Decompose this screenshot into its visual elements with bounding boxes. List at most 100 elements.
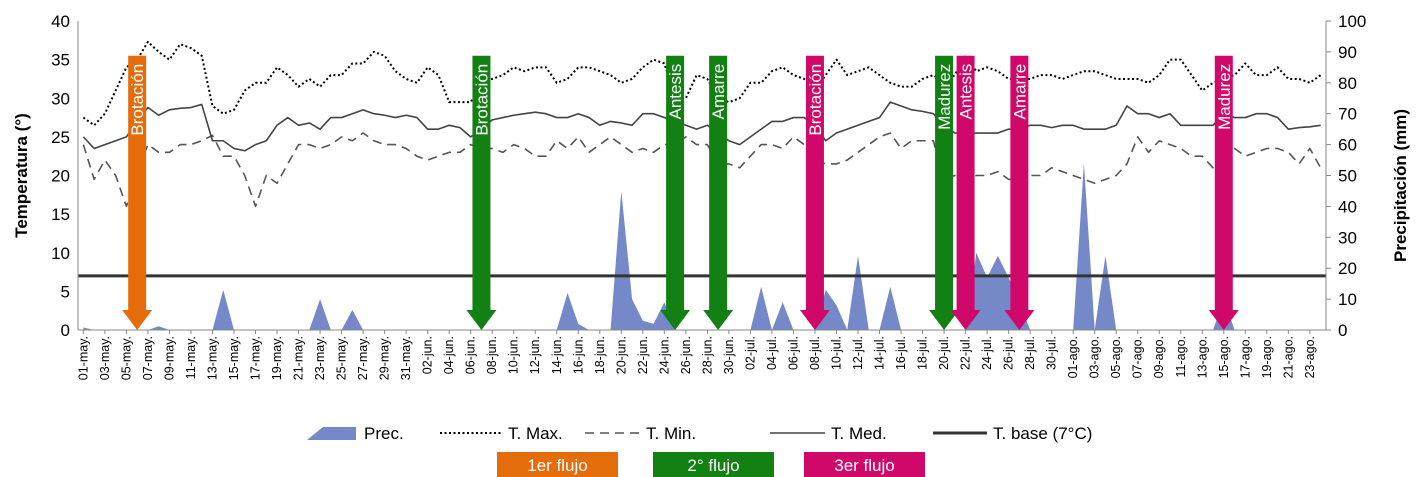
x-tick-label: 05-ago. bbox=[1109, 336, 1123, 378]
x-tick-label: 13-may. bbox=[205, 336, 219, 380]
stage-arrow bbox=[950, 55, 981, 330]
y-right-tick-label: 30 bbox=[1338, 228, 1357, 247]
x-tick-label: 01-ago. bbox=[1066, 336, 1080, 378]
x-tick-label: 18-jul. bbox=[916, 336, 930, 370]
x-tick-label: 08-jul. bbox=[808, 336, 822, 370]
x-tick-label: 29-may. bbox=[378, 336, 392, 380]
y-left-tick-label: 0 bbox=[61, 321, 70, 340]
x-tick-label: 21-may. bbox=[292, 336, 306, 380]
y-left-tick-label: 35 bbox=[51, 51, 70, 70]
stage-arrow bbox=[466, 55, 497, 330]
x-tick-label: 03-ago. bbox=[1088, 336, 1102, 378]
x-tick-label: 30-jul. bbox=[1045, 336, 1059, 370]
x-tick-label: 10-jun. bbox=[507, 336, 521, 374]
x-tick-label: 24-jul. bbox=[980, 336, 994, 370]
series-t-med bbox=[82, 101, 1321, 152]
stage-arrow-label: Antesis bbox=[666, 64, 685, 120]
legend-prec-label: Prec. bbox=[364, 424, 404, 443]
stage-arrow bbox=[1208, 55, 1239, 330]
x-tick-label: 16-jul. bbox=[894, 336, 908, 370]
x-tick-label: 22-jun. bbox=[636, 336, 650, 374]
stage-arrow-label: Brotación bbox=[472, 64, 491, 136]
x-tick-label: 28-jun. bbox=[700, 336, 714, 374]
y-left-tick-label: 40 bbox=[51, 12, 70, 31]
stage-arrows: Brotación Brotación Antesis Amarre Madurez Br… bbox=[122, 55, 1239, 330]
stage-arrow-label: Madurez bbox=[1215, 64, 1234, 130]
x-tick-label: 23-may. bbox=[313, 336, 327, 380]
stage-arrow-label: Amarre bbox=[1010, 64, 1029, 120]
y-right-tick-label: 10 bbox=[1338, 290, 1357, 309]
y-right-tick-label: 70 bbox=[1338, 105, 1357, 124]
x-tick-label: 20-jul. bbox=[937, 336, 951, 370]
x-tick-label: 31-may. bbox=[399, 336, 413, 380]
stage-arrow bbox=[799, 55, 830, 330]
stage-arrow bbox=[929, 55, 960, 330]
stage-arrow-label: Brotación bbox=[128, 64, 147, 136]
x-tick-label: 17-may. bbox=[249, 336, 263, 380]
x-tick-label: 27-may. bbox=[356, 336, 370, 380]
y-left-axis-title: Temperatura (°) bbox=[12, 113, 31, 238]
y-left-tick-label: 30 bbox=[51, 89, 70, 108]
x-tick-label: 17-ago. bbox=[1238, 336, 1252, 378]
y-right-tick-label: 20 bbox=[1338, 259, 1357, 278]
stage-arrow bbox=[660, 55, 691, 330]
stage-arrow-label: Madurez bbox=[935, 64, 954, 130]
x-tick-label: 18-jun. bbox=[593, 336, 607, 374]
x-tick-label: 19-may. bbox=[270, 336, 284, 380]
y-right-tick-label: 60 bbox=[1338, 136, 1357, 155]
x-tick-label: 04-jul. bbox=[765, 336, 779, 370]
x-tick-label: 16-jun. bbox=[571, 336, 585, 374]
x-tick-label: 04-jun. bbox=[442, 336, 456, 374]
x-tick-label: 06-jul. bbox=[786, 336, 800, 370]
legend-flow-label: 1er flujo bbox=[527, 456, 587, 475]
x-tick-label: 22-jul. bbox=[959, 336, 973, 370]
stage-arrow bbox=[122, 55, 153, 330]
stage-arrow-label: Brotación bbox=[806, 64, 825, 136]
y-right-tick-label: 90 bbox=[1338, 43, 1357, 62]
x-tick-label: 30-jun. bbox=[722, 336, 736, 374]
x-tick-label: 08-jun. bbox=[485, 336, 499, 374]
x-tick-label: 26-jul. bbox=[1002, 336, 1016, 370]
x-tick-label: 05-may. bbox=[119, 336, 133, 380]
x-tick-label: 07-ago. bbox=[1131, 336, 1145, 378]
precipitation-series bbox=[83, 163, 1321, 330]
x-tick-label: 11-may. bbox=[184, 336, 198, 379]
series-t-min bbox=[82, 132, 1322, 208]
legend-label: T. Med. bbox=[831, 424, 887, 443]
legend: Prec. T. Max. T. Min. T. Med. T. base (7°C) 1… bbox=[307, 424, 1092, 477]
precipitation-area bbox=[83, 163, 1321, 330]
x-tick-label: 09-may. bbox=[162, 336, 176, 380]
temperature-lines bbox=[78, 40, 1326, 278]
axes: 0 5 10 15 20 25 30 35 40 0 10 20 30 40 50 60 70 80 90 100 Te… bbox=[12, 12, 1410, 380]
x-tick-label: 26-jun. bbox=[679, 336, 693, 374]
series-t-max bbox=[82, 40, 1322, 127]
x-tick-label: 03-may. bbox=[98, 336, 112, 380]
legend-flow-label: 3er flujo bbox=[834, 456, 894, 475]
stage-arrow bbox=[1004, 55, 1035, 330]
x-tick-label: 01-may. bbox=[76, 336, 90, 380]
x-tick-label: 13-ago. bbox=[1195, 336, 1209, 378]
x-tick-label: 19-ago. bbox=[1260, 336, 1274, 378]
y-left-tick-label: 25 bbox=[51, 128, 70, 147]
x-tick-label: 15-may. bbox=[227, 336, 241, 380]
x-tick-label: 14-jul. bbox=[873, 336, 887, 370]
y-right-tick-label: 0 bbox=[1338, 321, 1347, 340]
x-tick-label: 07-may. bbox=[141, 336, 155, 380]
legend-flow-box bbox=[804, 452, 925, 477]
legend-flow-box bbox=[653, 452, 774, 477]
x-tick-label: 11-ago. bbox=[1174, 336, 1188, 377]
x-tick-label: 10-jul. bbox=[829, 336, 843, 370]
x-tick-label: 12-jul. bbox=[851, 336, 865, 370]
x-tick-label: 23-ago. bbox=[1303, 336, 1317, 378]
x-tick-label: 21-ago. bbox=[1281, 336, 1295, 378]
x-tick-label: 09-ago. bbox=[1152, 336, 1166, 378]
y-right-tick-label: 50 bbox=[1338, 167, 1357, 186]
y-right-tick-label: 100 bbox=[1338, 12, 1366, 31]
legend-label: T. Max. bbox=[508, 424, 563, 443]
stage-arrow bbox=[703, 55, 734, 330]
y-left-tick-label: 15 bbox=[51, 205, 70, 224]
x-tick-label: 15-ago. bbox=[1217, 336, 1231, 378]
x-tick-label: 02-jul. bbox=[743, 336, 757, 370]
x-tick-label: 12-jun. bbox=[528, 336, 542, 374]
